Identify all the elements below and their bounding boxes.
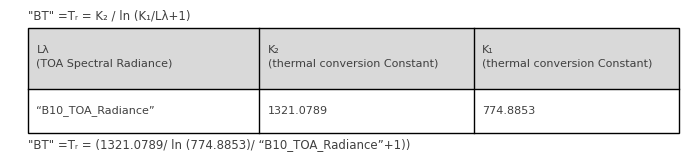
Text: Lλ
(TOA Spectral Radiance): Lλ (TOA Spectral Radiance) xyxy=(36,45,173,69)
Text: "BT" =Tᵣ = (1321.0789/ ln (774.8853)/ “B10_TOA_Radiance”+1)): "BT" =Tᵣ = (1321.0789/ ln (774.8853)/ “B… xyxy=(28,138,410,151)
Text: 1321.0789: 1321.0789 xyxy=(267,106,328,116)
Text: K₂
(thermal conversion Constant): K₂ (thermal conversion Constant) xyxy=(267,45,438,69)
Text: 774.8853: 774.8853 xyxy=(482,106,536,116)
Text: “B10_TOA_Radiance”: “B10_TOA_Radiance” xyxy=(36,105,155,116)
Text: K₁
(thermal conversion Constant): K₁ (thermal conversion Constant) xyxy=(482,45,652,69)
Text: "BT" =Tᵣ = K₂ / ln (K₁/Lλ+1): "BT" =Tᵣ = K₂ / ln (K₁/Lλ+1) xyxy=(28,9,190,22)
